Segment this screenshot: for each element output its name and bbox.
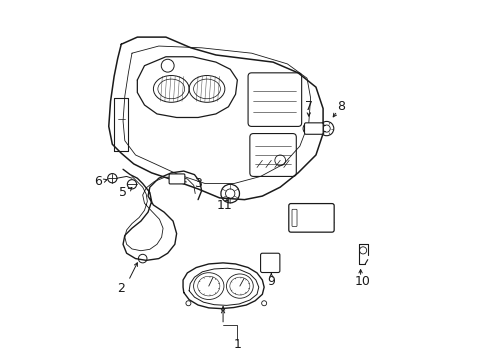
Text: 1: 1 [233,338,241,351]
Text: 4: 4 [325,215,333,228]
Text: 2: 2 [117,283,125,296]
FancyBboxPatch shape [304,123,323,134]
FancyBboxPatch shape [288,203,333,232]
Text: 6: 6 [94,175,102,188]
Text: 5: 5 [119,186,127,199]
Text: 11: 11 [217,198,232,212]
Text: 10: 10 [354,275,369,288]
FancyBboxPatch shape [260,253,279,273]
Text: 8: 8 [336,100,344,113]
FancyBboxPatch shape [169,174,184,184]
Text: 9: 9 [267,275,275,288]
Text: 3: 3 [194,177,202,190]
Text: 7: 7 [304,100,312,113]
